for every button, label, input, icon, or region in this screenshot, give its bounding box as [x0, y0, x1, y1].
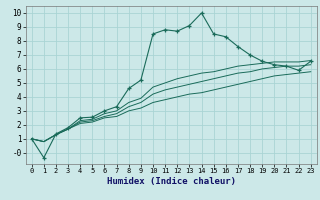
X-axis label: Humidex (Indice chaleur): Humidex (Indice chaleur): [107, 177, 236, 186]
